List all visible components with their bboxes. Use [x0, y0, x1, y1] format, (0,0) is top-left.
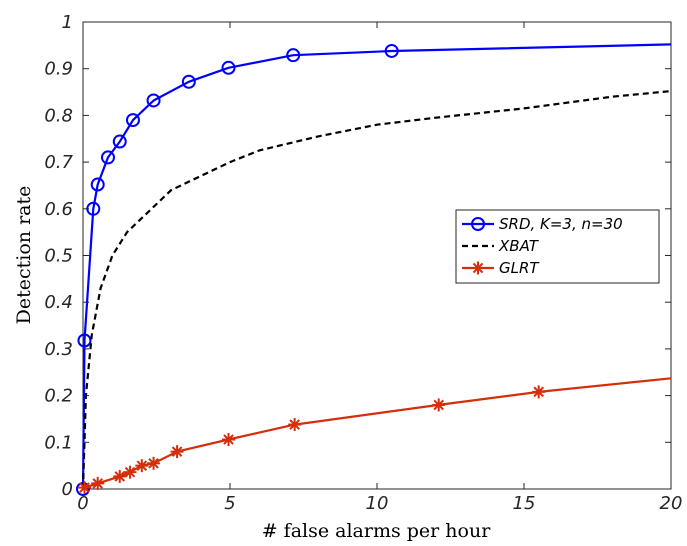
x-tick-label: 0	[77, 493, 88, 514]
y-tick-label: 0.9	[44, 59, 73, 80]
data-point-glrt	[288, 418, 302, 432]
y-tick-label: 0.8	[44, 105, 73, 126]
data-point-glrt	[222, 432, 236, 446]
data-point-srd-k-3-n-30	[181, 74, 196, 89]
data-point-glrt	[91, 476, 105, 490]
data-point-glrt	[170, 445, 184, 459]
series-glrt	[77, 377, 672, 495]
legend-label: XBAT	[498, 237, 540, 255]
data-point-srd-k-3-n-30	[90, 177, 105, 192]
data-point-srd-k-3-n-30	[112, 134, 127, 149]
y-tick-label: 0.3	[44, 339, 73, 360]
legend-entry-glrt: GLRT	[462, 259, 540, 277]
data-point-srd-k-3-n-30	[286, 48, 301, 63]
legend-swatch-marker	[471, 261, 485, 275]
data-point-srd-k-3-n-30	[384, 43, 399, 58]
series-line-xbat	[81, 90, 672, 490]
y-tick-label: 0	[62, 479, 73, 500]
x-tick-label: 20	[660, 493, 683, 514]
y-tick-label: 0.4	[44, 292, 73, 313]
x-tick-label: 10	[366, 493, 389, 514]
data-point-srd-k-3-n-30	[125, 113, 140, 128]
data-point-glrt	[77, 481, 91, 495]
legend-label: SRD, K=3, n=30	[499, 215, 623, 233]
data-point-glrt	[113, 469, 127, 483]
data-point-glrt	[532, 385, 546, 399]
series-srd-k-3-n-30	[76, 43, 672, 496]
data-point-srd-k-3-n-30	[100, 150, 115, 165]
y-tick-label: 1	[62, 12, 73, 33]
data-point-glrt	[432, 398, 446, 412]
data-point-srd-k-3-n-30	[77, 333, 92, 348]
legend-label: GLRT	[499, 259, 540, 277]
data-point-glrt	[123, 465, 137, 479]
data-point-srd-k-3-n-30	[221, 60, 236, 75]
series-line-srd-k-3-n-30	[81, 43, 672, 490]
data-point-srd-k-3-n-30	[86, 201, 101, 216]
x-axis-label: # false alarms per hour	[262, 520, 491, 542]
x-tick-label: 5	[224, 493, 235, 514]
y-tick-label: 0.7	[44, 152, 73, 173]
legend-box	[455, 209, 660, 284]
y-tick-label: 0.1	[44, 432, 73, 453]
y-tick-label: 0.2	[44, 386, 73, 407]
legend-swatch-marker	[471, 217, 485, 231]
data-point-srd-k-3-n-30	[146, 93, 161, 108]
legend-entry-xbat: XBAT	[462, 237, 540, 255]
y-axis-label: Detection rate	[13, 186, 35, 325]
legend-entry-srd-k-3-n-30: SRD, K=3, n=30	[462, 215, 623, 233]
data-point-glrt	[147, 456, 161, 470]
data-point-glrt	[135, 459, 149, 473]
x-tick-label: 15	[513, 493, 536, 514]
y-tick-label: 0.5	[44, 246, 73, 267]
series-xbat	[81, 90, 672, 490]
y-tick-label: 0.6	[44, 199, 73, 220]
